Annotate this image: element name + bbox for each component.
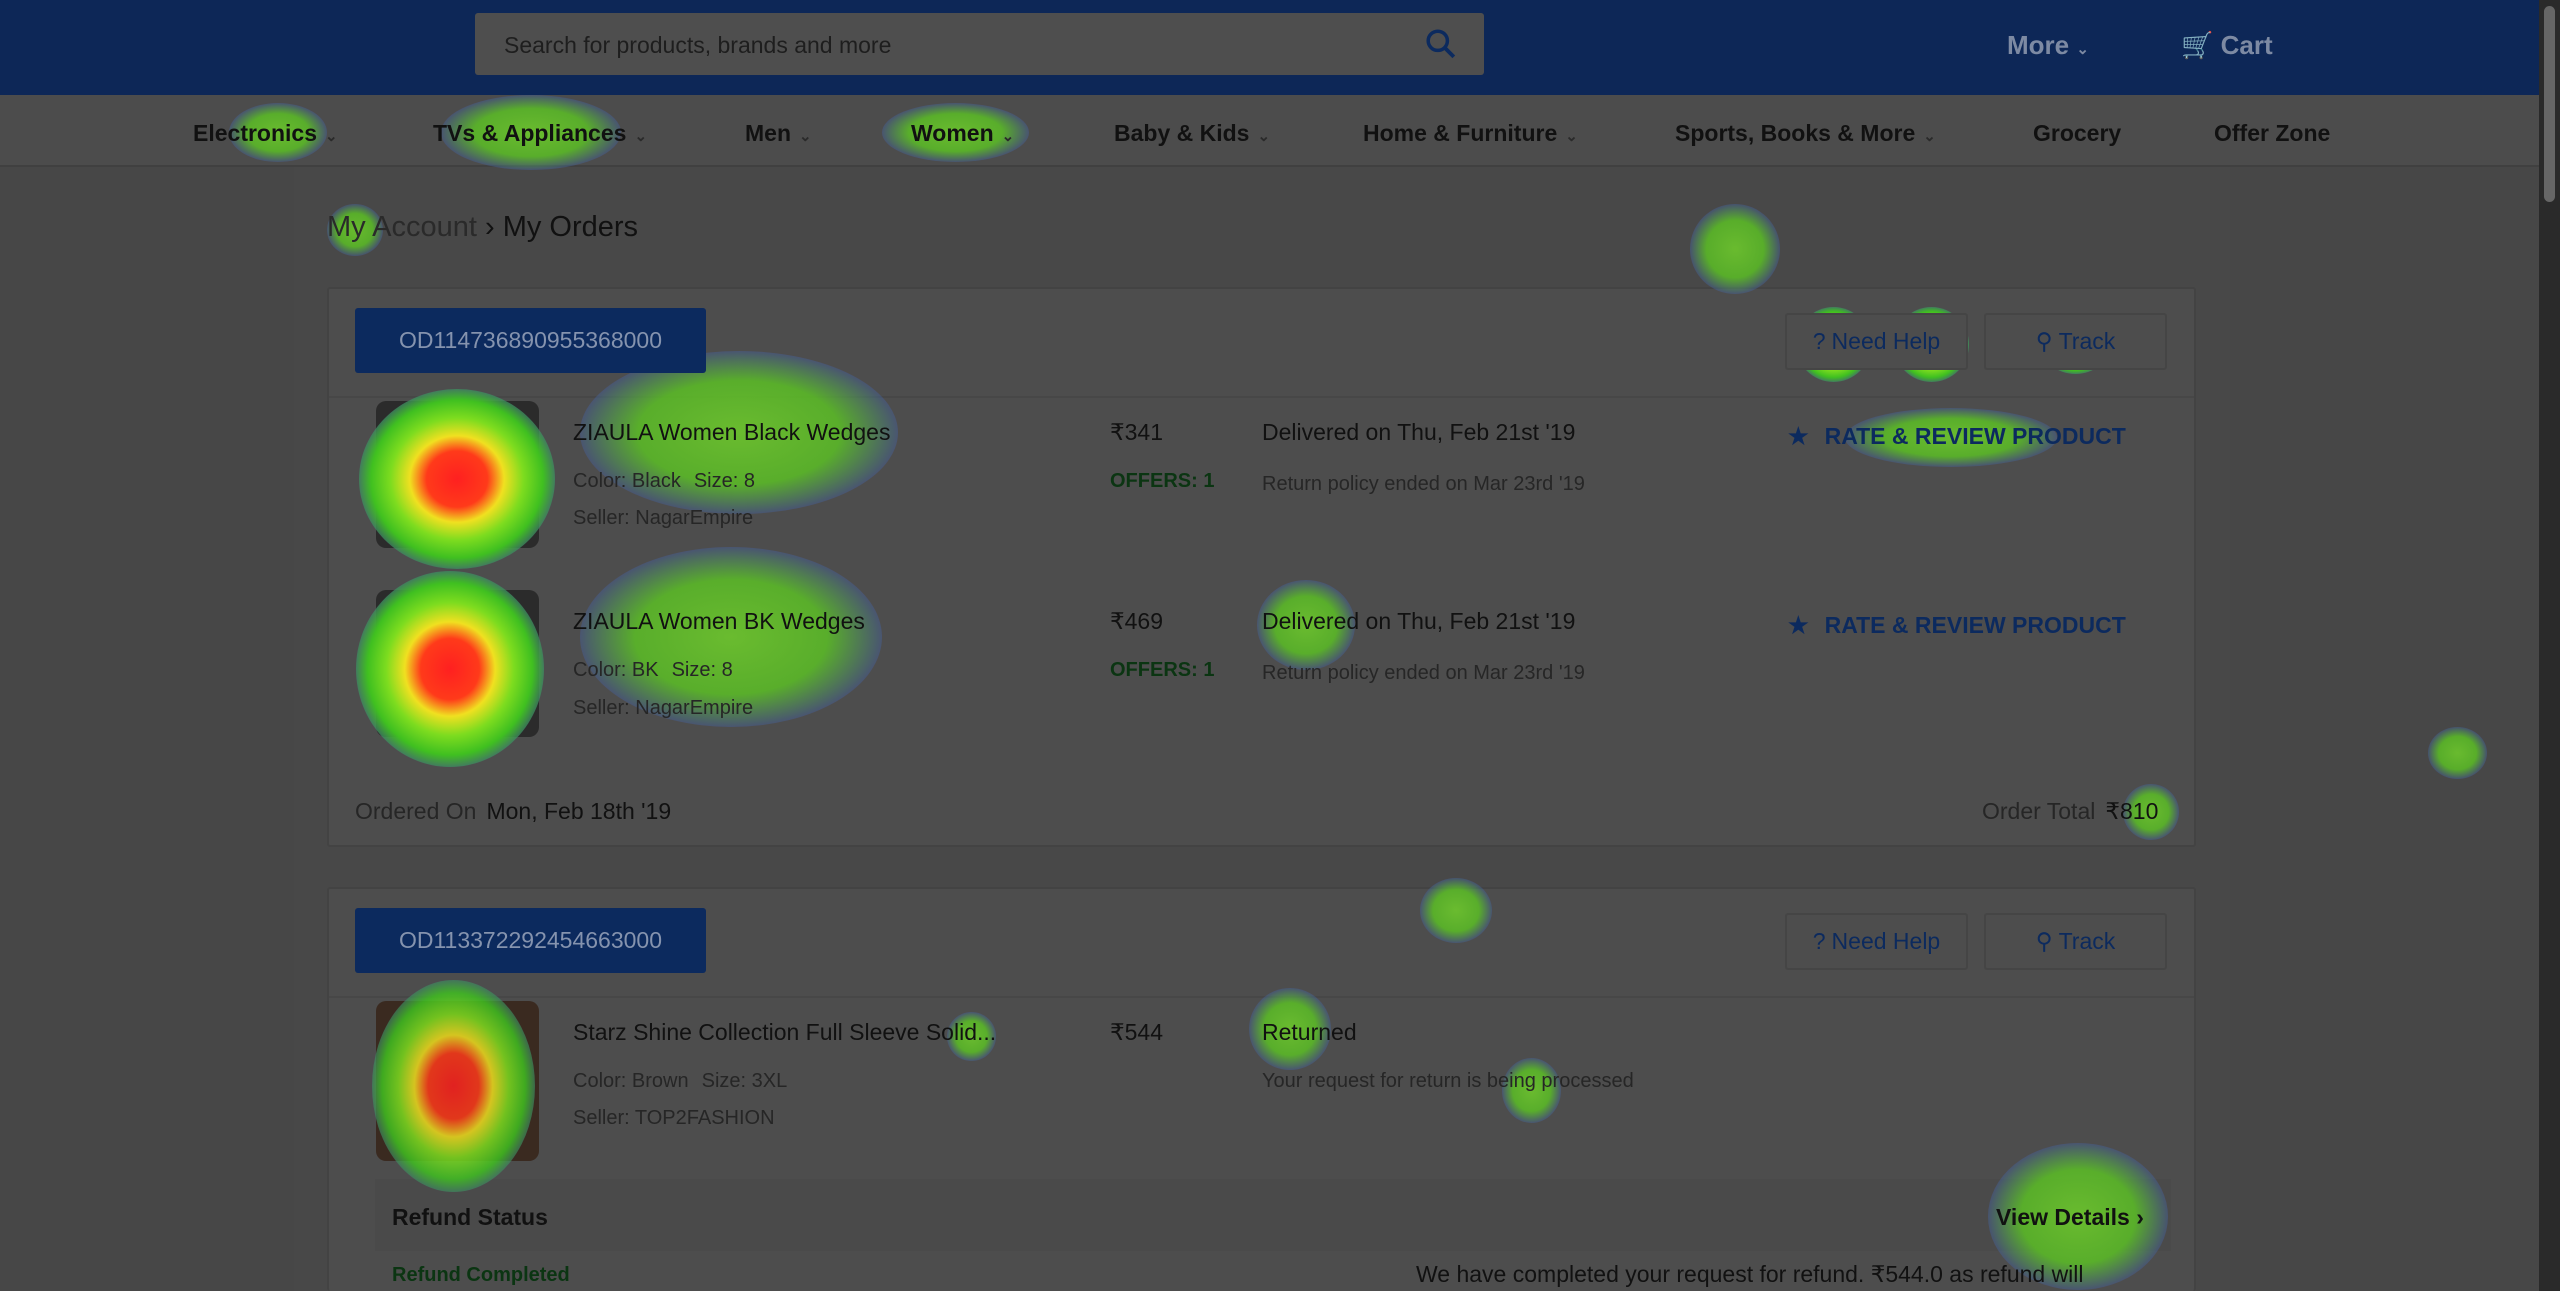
search-icon[interactable] [1425,28,1457,60]
price: ₹544 [1110,1019,1164,1045]
return-policy: Return policy ended on Mar 23rd '19 [1262,473,1585,495]
product-name[interactable]: ZIAULA Women BK Wedges [573,608,865,634]
location-pin-icon: ⚲ [2035,928,2053,954]
nav-home-furniture[interactable]: Home & Furniture ⌄ [1363,120,1578,146]
chevron-down-icon: ⌄ [1923,128,1936,145]
order-id-button[interactable]: OD114736890955368000 [355,308,706,373]
heatmap-blob [1502,1058,1561,1123]
heatmap-blob [2428,727,2487,779]
delivery-status: Delivered on Thu, Feb 21st '19 [1262,608,1576,634]
heatmap-blob [359,389,555,569]
heatmap-blob [372,980,535,1192]
ordered-on: Ordered On Mon, Feb 18th '19 [355,798,672,824]
divider [329,396,2194,398]
nav-sports-books[interactable]: Sports, Books & More ⌄ [1675,120,1936,146]
product-name[interactable]: ZIAULA Women Black Wedges [573,419,891,445]
refund-title: Refund Status [392,1204,548,1230]
nav-grocery[interactable]: Grocery [2033,120,2122,146]
price: ₹469 [1110,608,1164,634]
heatmap-blob [882,103,1029,162]
heatmap-blob [356,571,544,767]
heatmap-blob [1420,878,1492,943]
delivery-status: Delivered on Thu, Feb 21st '19 [1262,419,1576,445]
rate-review-button[interactable]: ★ RATE & REVIEW PRODUCT [1788,423,2126,449]
nav-women[interactable]: Women ⌄ [911,120,1015,146]
nav-offer-zone[interactable]: Offer Zone [2214,120,2331,146]
return-status: Returned [1262,1019,1357,1045]
scrollbar[interactable] [2539,0,2560,1291]
search-placeholder[interactable]: Search for products, brands and more [504,32,892,58]
offers[interactable]: OFFERS: 1 [1110,470,1215,492]
refund-message: We have completed your request for refun… [1416,1261,2084,1287]
seller: Seller: NagarEmpire [573,507,754,529]
cart-icon: 🛒 [2181,30,2214,60]
nav-men[interactable]: Men ⌄ [745,120,812,146]
heatmap-blob [1257,580,1355,670]
nav-tvs-appliances[interactable]: TVs & Appliances ⌄ [433,120,648,146]
seller: Seller: NagarEmpire [573,697,754,719]
heatmap-blob [947,1012,996,1061]
help-icon: ? [1812,928,1826,954]
divider [329,996,2194,998]
nav-baby-kids[interactable]: Baby & Kids ⌄ [1114,120,1271,146]
chevron-down-icon: ⌄ [1565,128,1578,145]
more-menu[interactable]: More ⌄ [2007,30,2089,60]
need-help-button[interactable]: ? Need Help [1785,313,1968,370]
chevron-down-icon: ⌄ [799,128,812,145]
heatmap-blob [1988,1143,2168,1290]
refund-state: Refund Completed [392,1264,570,1286]
track-button[interactable]: ⚲ Track [1984,313,2167,370]
heatmap-blob [1249,988,1331,1070]
heatmap-blob [1690,204,1780,294]
heatmap-blob [441,95,621,170]
cart-button[interactable]: 🛒 Cart [2181,30,2273,60]
track-button[interactable]: ⚲ Track [1984,913,2167,970]
heatmap-blob [229,103,327,162]
heatmap-blob [2123,784,2179,840]
breadcrumb-separator: › [484,211,495,243]
chevron-down-icon: ⌄ [325,128,338,145]
view-details-link[interactable]: View Details › [1996,1204,2144,1230]
return-sub: Your request for return is being process… [1262,1070,1634,1092]
heatmap-blob [580,351,898,514]
heatmap-blob [327,204,383,256]
star-icon: ★ [1788,612,1809,638]
breadcrumb-my-orders: My Orders [502,211,639,243]
product-attributes: Color: Brown Size: 3XL [573,1070,788,1092]
order-total: Order Total ₹810 [1982,798,2159,824]
breadcrumb: My Account › My Orders [327,211,638,244]
need-help-button[interactable]: ? Need Help [1785,913,1968,970]
chevron-down-icon: ⌄ [634,128,648,145]
order-id-button[interactable]: OD113372292454663000 [355,908,706,973]
product-attributes: Color: Black Size: 8 [573,470,755,492]
star-icon: ★ [1788,423,1809,449]
price: ₹341 [1110,419,1164,445]
scrollbar-thumb[interactable] [2544,6,2555,202]
location-pin-icon: ⚲ [2035,328,2053,354]
refund-status-bar [375,1179,2171,1251]
chevron-down-icon: ⌄ [1001,128,1015,145]
heatmap-blob [580,547,882,727]
return-policy: Return policy ended on Mar 23rd '19 [1262,662,1585,684]
offers[interactable]: OFFERS: 1 [1110,659,1215,681]
search-input[interactable] [475,13,1484,75]
product-name[interactable]: Starz Shine Collection Full Sleeve Solid… [573,1019,997,1045]
seller: Seller: TOP2FASHION [573,1107,775,1129]
chevron-down-icon: ⌄ [1257,128,1271,145]
rate-review-button[interactable]: ★ RATE & REVIEW PRODUCT [1788,612,2126,638]
product-attributes: Color: BK Size: 8 [573,659,733,681]
breadcrumb-my-account[interactable]: My Account [327,211,477,243]
nav-electronics[interactable]: Electronics ⌄ [193,120,338,146]
category-nav [0,95,2560,167]
help-icon: ? [1812,328,1826,354]
heatmap-blob [1845,408,2057,467]
